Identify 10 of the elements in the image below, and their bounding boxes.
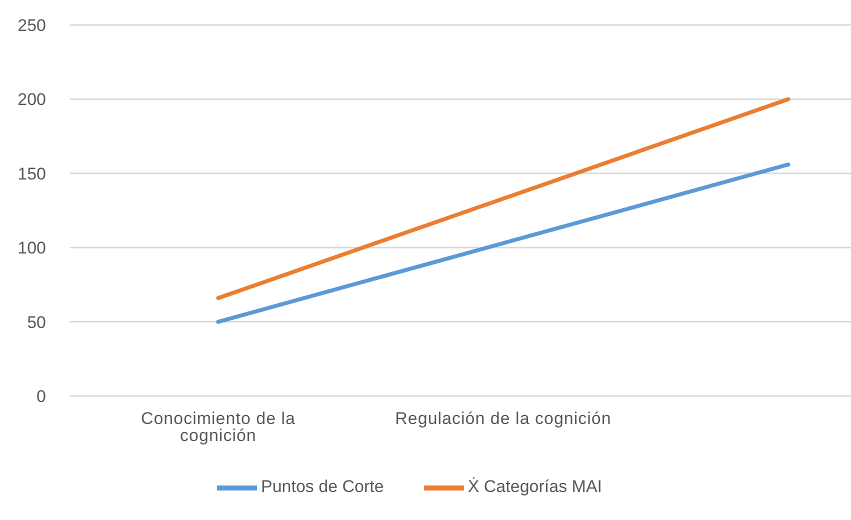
y-tick-label: 250 bbox=[18, 16, 46, 36]
legend-label: Puntos de Corte bbox=[260, 477, 384, 496]
y-tick-label: 0 bbox=[36, 387, 46, 406]
x-tick-label: Conocimiento de la cognición bbox=[140, 409, 296, 446]
x-tick-label: Regulación de la cognición bbox=[395, 409, 612, 428]
y-tick-label: 150 bbox=[18, 164, 46, 184]
legend-label: Ẋ Categorías MAI bbox=[468, 477, 602, 496]
y-tick-label: 50 bbox=[27, 312, 46, 332]
y-tick-label: 200 bbox=[18, 90, 46, 110]
y-tick-label: 100 bbox=[18, 238, 46, 258]
